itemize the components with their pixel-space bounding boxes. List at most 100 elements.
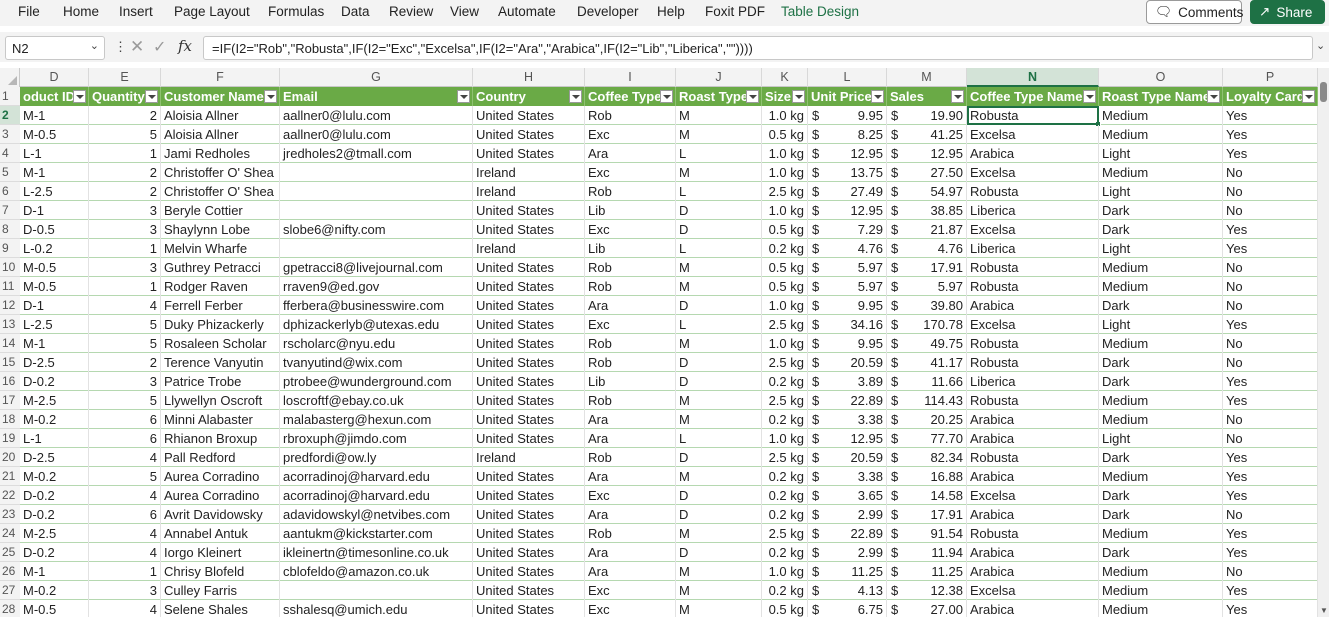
cell-h[interactable]: United States	[473, 600, 585, 617]
cell-n[interactable]: Liberica	[967, 372, 1099, 391]
cell-j[interactable]: L	[676, 182, 762, 201]
cell-j[interactable]: M	[676, 581, 762, 600]
cell-k[interactable]: 0.2 kg	[762, 467, 808, 486]
cell-j[interactable]: L	[676, 239, 762, 258]
cell-p[interactable]: No	[1223, 182, 1318, 201]
cell-f[interactable]: Annabel Antuk	[161, 524, 280, 543]
row-header-11[interactable]: 11	[0, 277, 20, 296]
cell-f[interactable]: Duky Phizackerly	[161, 315, 280, 334]
cell-d[interactable]: D-2.5	[20, 353, 89, 372]
cell-i[interactable]: Ara	[585, 429, 676, 448]
cell-p[interactable]: No	[1223, 201, 1318, 220]
cell-f[interactable]: Iorgo Kleinert	[161, 543, 280, 562]
cell-i[interactable]: Ara	[585, 410, 676, 429]
cell-o[interactable]: Light	[1099, 182, 1223, 201]
cell-f[interactable]: Avrit Davidowsky	[161, 505, 280, 524]
menu-help[interactable]: Help	[657, 4, 685, 19]
cell-e[interactable]: 3	[89, 220, 161, 239]
cell-o[interactable]: Medium	[1099, 524, 1223, 543]
cell-f[interactable]: Culley Farris	[161, 581, 280, 600]
cell-p[interactable]: Yes	[1223, 239, 1318, 258]
cell-j[interactable]: D	[676, 486, 762, 505]
column-header-o[interactable]: O	[1099, 68, 1223, 87]
cell-g[interactable]: aantukm@kickstarter.com	[280, 524, 473, 543]
table-header-cell[interactable]: Quantity	[89, 87, 161, 106]
scrollbar-thumb[interactable]	[1320, 82, 1327, 102]
cell-n[interactable]: Excelsa	[967, 486, 1099, 505]
cell-i[interactable]: Rob	[585, 277, 676, 296]
cell-j[interactable]: L	[676, 315, 762, 334]
filter-dropdown-icon[interactable]	[73, 90, 86, 103]
cell-f[interactable]: Jami Redholes	[161, 144, 280, 163]
formula-input[interactable]: =IF(I2="Rob","Robusta",IF(I2="Exc","Exce…	[203, 36, 1313, 60]
cell-m[interactable]: $41.25	[887, 125, 967, 144]
filter-dropdown-icon[interactable]	[569, 90, 582, 103]
cell-h[interactable]: Ireland	[473, 163, 585, 182]
cell-h[interactable]: United States	[473, 220, 585, 239]
cell-h[interactable]: United States	[473, 353, 585, 372]
cell-l[interactable]: $2.99	[808, 505, 887, 524]
cell-h[interactable]: United States	[473, 277, 585, 296]
cell-f[interactable]: Melvin Wharfe	[161, 239, 280, 258]
cell-g[interactable]: rraven9@ed.gov	[280, 277, 473, 296]
cell-i[interactable]: Exc	[585, 220, 676, 239]
cell-d[interactable]: M-1	[20, 334, 89, 353]
name-box[interactable]: N2 ⌄	[5, 36, 105, 60]
cell-j[interactable]: D	[676, 448, 762, 467]
cell-o[interactable]: Light	[1099, 144, 1223, 163]
cell-l[interactable]: $12.95	[808, 429, 887, 448]
cell-e[interactable]: 3	[89, 372, 161, 391]
cell-l[interactable]: $34.16	[808, 315, 887, 334]
cell-n[interactable]: Robusta	[967, 334, 1099, 353]
row-header-26[interactable]: 26	[0, 562, 20, 581]
column-header-j[interactable]: J	[676, 68, 762, 87]
cell-e[interactable]: 6	[89, 410, 161, 429]
cell-j[interactable]: L	[676, 429, 762, 448]
cell-n[interactable]: Robusta	[967, 448, 1099, 467]
cell-e[interactable]: 5	[89, 391, 161, 410]
cell-d[interactable]: M-0.5	[20, 258, 89, 277]
cell-k[interactable]: 2.5 kg	[762, 353, 808, 372]
cell-p[interactable]: No	[1223, 353, 1318, 372]
cell-o[interactable]: Dark	[1099, 296, 1223, 315]
filter-dropdown-icon[interactable]	[792, 90, 805, 103]
cell-p[interactable]: Yes	[1223, 600, 1318, 617]
cell-l[interactable]: $9.95	[808, 106, 887, 125]
cell-k[interactable]: 0.5 kg	[762, 258, 808, 277]
cell-g[interactable]: fferbera@businesswire.com	[280, 296, 473, 315]
cell-k[interactable]: 1.0 kg	[762, 106, 808, 125]
filter-dropdown-icon[interactable]	[1302, 90, 1315, 103]
cell-k[interactable]: 1.0 kg	[762, 429, 808, 448]
cell-h[interactable]: United States	[473, 106, 585, 125]
menu-view[interactable]: View	[450, 4, 480, 19]
cell-j[interactable]: M	[676, 410, 762, 429]
column-header-k[interactable]: K	[762, 68, 808, 87]
cell-f[interactable]: Rodger Raven	[161, 277, 280, 296]
cell-f[interactable]: Beryle Cottier	[161, 201, 280, 220]
cell-o[interactable]: Dark	[1099, 543, 1223, 562]
cell-j[interactable]: M	[676, 600, 762, 617]
cell-k[interactable]: 0.2 kg	[762, 543, 808, 562]
cell-g[interactable]: cblofeldo@amazon.co.uk	[280, 562, 473, 581]
cell-n[interactable]: Robusta	[967, 258, 1099, 277]
cell-g[interactable]: acorradinoj@harvard.edu	[280, 486, 473, 505]
cell-g[interactable]: sshalesq@umich.edu	[280, 600, 473, 617]
cell-n[interactable]: Robusta	[967, 182, 1099, 201]
share-button[interactable]: ↗ Share	[1250, 0, 1325, 24]
cell-d[interactable]: M-0.5	[20, 600, 89, 617]
cell-o[interactable]: Dark	[1099, 448, 1223, 467]
cell-i[interactable]: Ara	[585, 144, 676, 163]
cell-d[interactable]: M-1	[20, 163, 89, 182]
cell-g[interactable]	[280, 182, 473, 201]
cell-o[interactable]: Light	[1099, 315, 1223, 334]
cell-m[interactable]: $21.87	[887, 220, 967, 239]
cell-m[interactable]: $77.70	[887, 429, 967, 448]
cell-l[interactable]: $27.49	[808, 182, 887, 201]
row-header-5[interactable]: 5	[0, 163, 20, 182]
cell-d[interactable]: M-0.5	[20, 277, 89, 296]
cell-f[interactable]: Ferrell Ferber	[161, 296, 280, 315]
cell-m[interactable]: $114.43	[887, 391, 967, 410]
cell-g[interactable]: dphizackerlyb@utexas.edu	[280, 315, 473, 334]
cell-i[interactable]: Rob	[585, 448, 676, 467]
cell-d[interactable]: D-0.2	[20, 372, 89, 391]
